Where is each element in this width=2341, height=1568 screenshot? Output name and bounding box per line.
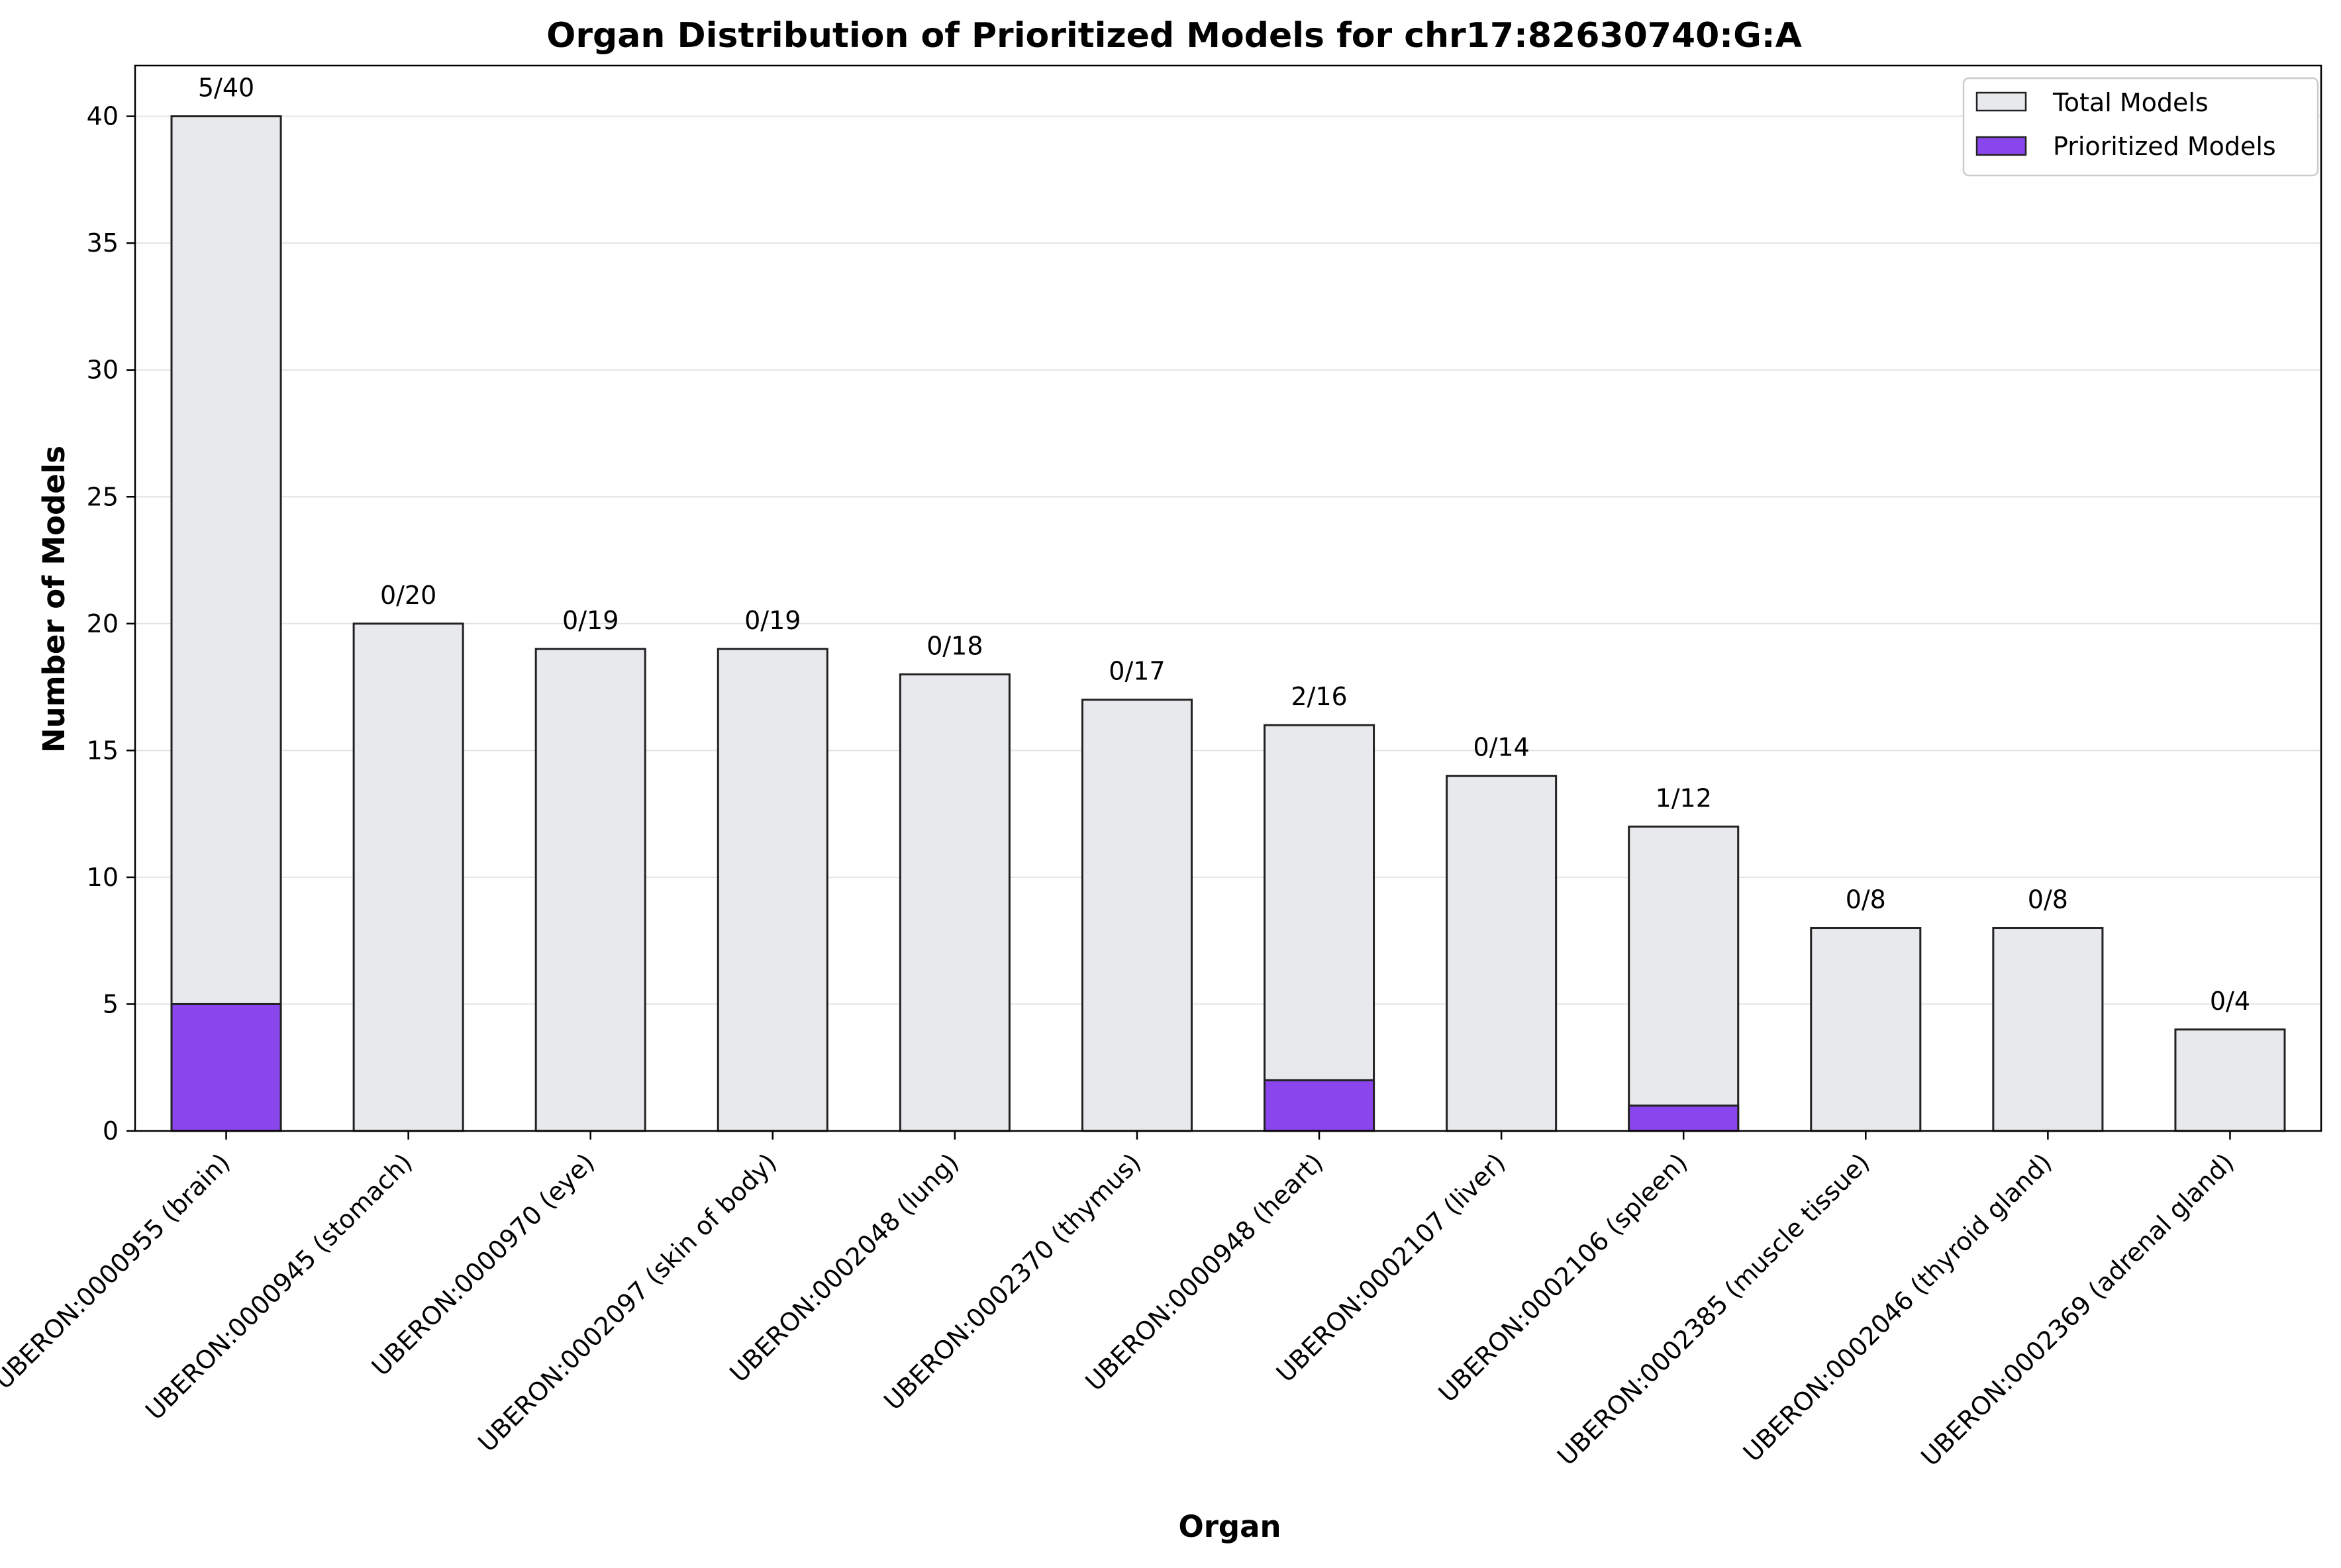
legend-frame (1962, 77, 2319, 177)
bar-prioritized-models (1264, 1079, 1375, 1132)
bar-data-label: 0/17 (1109, 657, 1165, 686)
bar-data-label: 1/12 (1656, 783, 1712, 812)
legend-label-prioritized: Prioritized Models (2053, 132, 2276, 161)
y-tick-label: 10 (87, 863, 119, 892)
x-axis-label: Organ (1178, 1509, 1281, 1544)
plot-frame (134, 64, 2322, 1132)
bar-data-label: 0/20 (380, 581, 436, 610)
legend-label-total: Total Models (2052, 88, 2209, 117)
bar-total-models (1628, 825, 1740, 1132)
bar-data-label: 0/8 (2028, 885, 2068, 914)
y-tick-label: 40 (87, 102, 119, 131)
y-tick-label: 0 (103, 1116, 119, 1146)
y-axis-label: Number of Models (36, 446, 72, 753)
y-tick-label: 30 (87, 356, 119, 385)
bar-total-models (2174, 1028, 2286, 1132)
bar-total-models (899, 673, 1011, 1132)
bar-total-models (1446, 775, 1558, 1132)
bar-data-label: 0/14 (1473, 733, 1529, 762)
chart-legend: Total Models Prioritized Models (1962, 77, 2319, 177)
y-tick-label: 35 (87, 228, 119, 258)
bar-total-models (170, 115, 282, 1132)
legend-swatch-total (1975, 91, 2027, 112)
bar-prioritized-models (170, 1003, 282, 1132)
bar-total-models (534, 648, 646, 1132)
y-tick-label: 25 (87, 482, 119, 511)
y-tick-label: 15 (87, 736, 119, 765)
bar-data-label: 0/19 (562, 606, 619, 635)
bar-prioritized-models (1628, 1104, 1740, 1132)
y-tick-label: 20 (87, 609, 119, 638)
bar-total-models (352, 622, 464, 1132)
bar-total-models (717, 648, 828, 1132)
bar-total-models (1264, 724, 1375, 1132)
bar-data-label: 0/4 (2210, 987, 2250, 1016)
bar-data-label: 5/40 (198, 74, 254, 103)
bar-total-models (1992, 927, 2104, 1132)
legend-swatch-prioritized (1975, 136, 2027, 156)
chart-title: Organ Distribution of Prioritized Models… (546, 16, 1802, 56)
bar-total-models (1081, 699, 1193, 1132)
bar-data-label: 0/19 (744, 606, 801, 635)
bar-data-label: 0/8 (1846, 885, 1886, 914)
bar-total-models (1810, 927, 1922, 1132)
bar-data-label: 2/16 (1291, 682, 1347, 711)
y-tick-label: 5 (103, 989, 119, 1018)
bar-data-label: 0/18 (926, 631, 983, 660)
